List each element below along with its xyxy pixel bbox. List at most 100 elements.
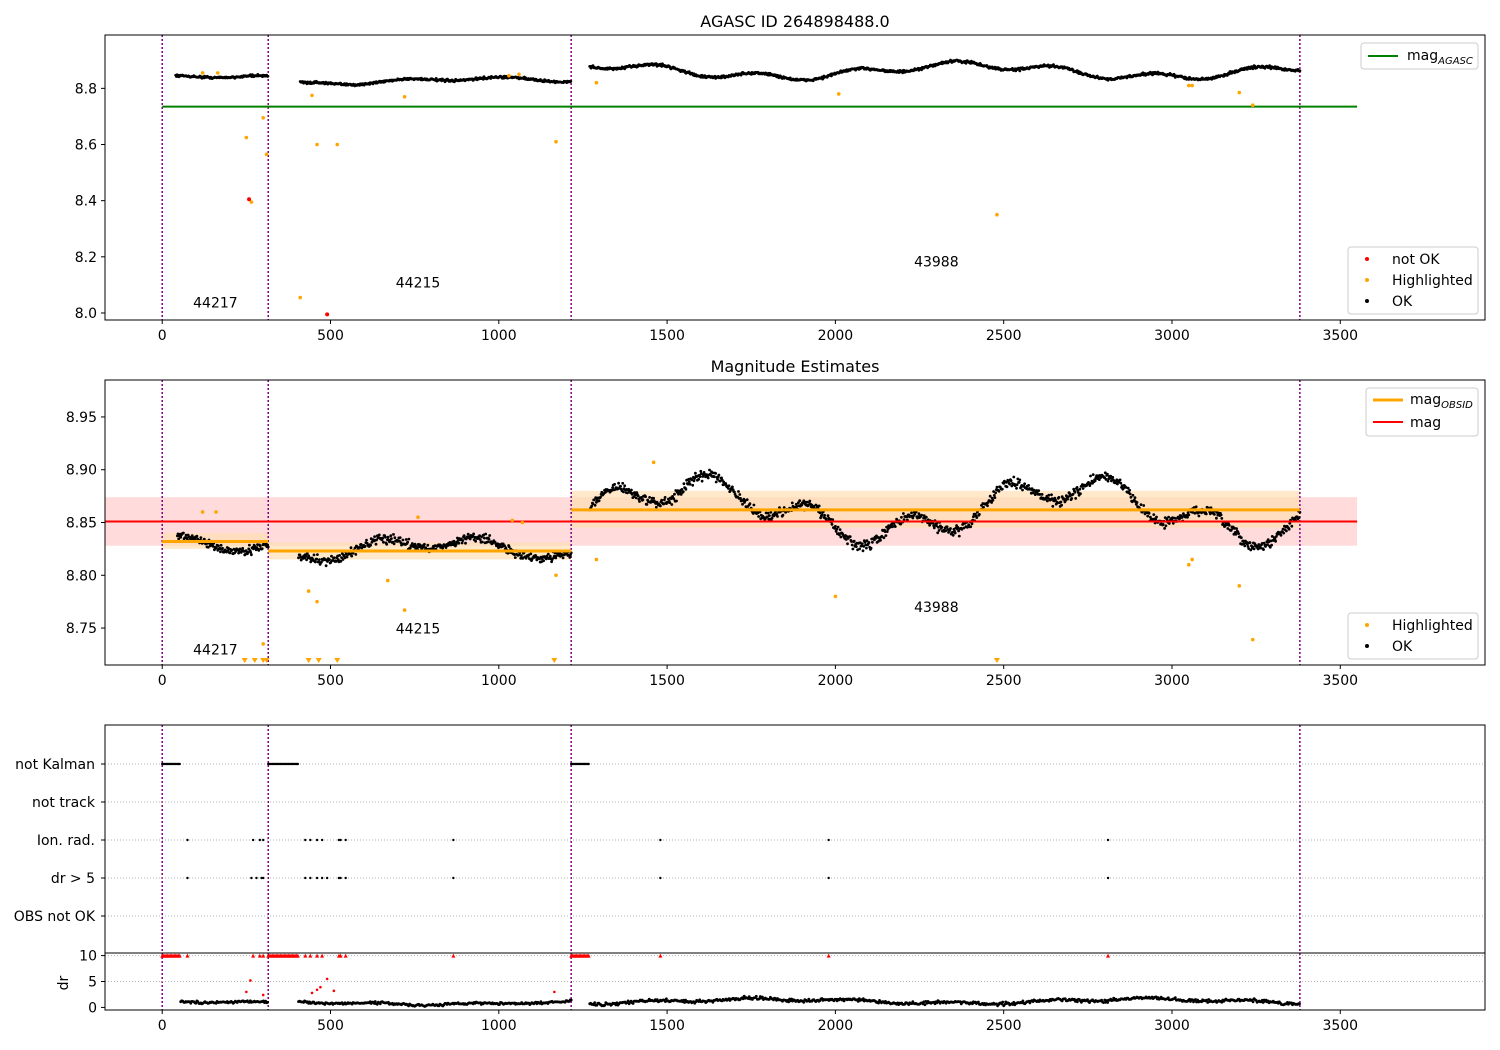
ok-point <box>997 489 1001 493</box>
ok-point <box>299 558 303 562</box>
ok-point <box>1213 513 1216 516</box>
ok-point <box>548 554 552 558</box>
ok-point <box>727 487 730 490</box>
ok-point <box>1191 511 1195 514</box>
ok-point <box>590 504 594 508</box>
ok-point <box>1070 497 1074 500</box>
legend-ok-marker <box>1365 644 1369 648</box>
ok-point <box>199 536 203 539</box>
y-tick-label: 8.8 <box>75 81 97 97</box>
ok-point <box>1135 501 1139 504</box>
ok-point <box>902 512 905 515</box>
ok-point <box>1007 479 1010 483</box>
ok-point <box>1126 486 1130 490</box>
ok-point <box>1112 478 1115 482</box>
ok-point <box>1247 547 1251 550</box>
ok-point <box>962 526 966 530</box>
ok-point <box>852 539 856 543</box>
ok-point <box>694 471 697 475</box>
ok-point <box>988 494 992 498</box>
ok-point <box>663 498 666 502</box>
ok-point <box>823 513 826 517</box>
ok-point <box>846 542 849 546</box>
ok-point <box>385 542 389 546</box>
legend-mag-label: mag <box>1410 415 1441 431</box>
ok-point <box>262 542 265 546</box>
ok-point <box>1164 524 1168 528</box>
magnitude-y-ticks: 8.758.808.858.908.95 <box>66 410 105 637</box>
ok-point <box>219 543 223 547</box>
ok-point <box>1171 516 1174 520</box>
agasc-panel: AGASC ID 264898488.0 0 500 1000 1500 2000 250… <box>75 12 1486 344</box>
ok-point <box>884 534 888 537</box>
ok-point <box>937 529 941 532</box>
highlighted-point <box>315 599 319 604</box>
legend-highlighted-marker <box>1365 278 1369 282</box>
flag-point <box>659 838 662 842</box>
ok-point <box>1152 513 1156 516</box>
ok-point <box>885 530 889 533</box>
y-tick-label: 8.90 <box>66 463 97 479</box>
ok-point <box>373 535 376 538</box>
x-tick-label: 2000 <box>818 673 854 689</box>
ok-point <box>781 513 785 517</box>
ok-point <box>432 547 436 551</box>
ok-point <box>627 487 631 491</box>
dr-capped-marker <box>320 953 325 958</box>
ok-point <box>782 506 786 509</box>
ok-point <box>423 542 426 546</box>
ok-point <box>482 536 486 540</box>
ok-point <box>851 547 855 551</box>
highlighted-point <box>402 94 407 99</box>
below-range-marker <box>251 658 258 663</box>
ok-point <box>1239 536 1243 540</box>
y-tick-label: 8.80 <box>66 568 97 584</box>
ok-point <box>1186 511 1190 515</box>
ok-point <box>1219 513 1223 517</box>
ok-point <box>1251 545 1255 549</box>
dr-ok-point <box>593 1001 597 1004</box>
ok-point <box>951 533 955 537</box>
ok-point <box>834 529 838 533</box>
ok-point <box>830 523 834 526</box>
ok-point <box>1282 531 1286 535</box>
ok-point <box>990 501 993 504</box>
ok-point <box>1155 515 1158 519</box>
ok-point <box>457 541 461 545</box>
flag-point <box>344 876 347 880</box>
dr-capped-marker <box>343 953 348 958</box>
ok-point <box>341 558 345 561</box>
ok-point <box>190 534 194 538</box>
below-range-marker <box>263 658 270 663</box>
ok-point <box>345 555 349 559</box>
ok-point <box>1193 511 1197 515</box>
ok-point <box>613 482 616 486</box>
ok-point <box>932 526 936 530</box>
ok-point <box>826 514 830 518</box>
ok-point <box>956 526 960 529</box>
x-tick-label: 2500 <box>986 1018 1022 1034</box>
ok-point <box>1075 486 1079 489</box>
flag-category-label: not Kalman <box>15 757 95 773</box>
highlighted-point <box>264 152 269 157</box>
flag-point <box>325 876 329 880</box>
ok-point <box>426 543 430 547</box>
ok-point <box>693 477 697 480</box>
ok-point <box>1050 493 1053 497</box>
ok-point <box>1038 493 1042 496</box>
ok-point <box>555 554 558 558</box>
ok-point <box>802 499 806 503</box>
ok-point <box>1243 544 1247 548</box>
x-tick-label: 0 <box>158 1018 167 1034</box>
ok-point <box>599 495 602 499</box>
flag-point <box>304 876 307 880</box>
ok-point <box>957 534 961 538</box>
ok-point <box>365 538 368 542</box>
ok-point <box>239 551 243 554</box>
flag-point <box>1106 838 1110 842</box>
ok-point <box>401 538 405 542</box>
ok-point <box>1051 504 1055 508</box>
ok-point <box>388 539 392 543</box>
